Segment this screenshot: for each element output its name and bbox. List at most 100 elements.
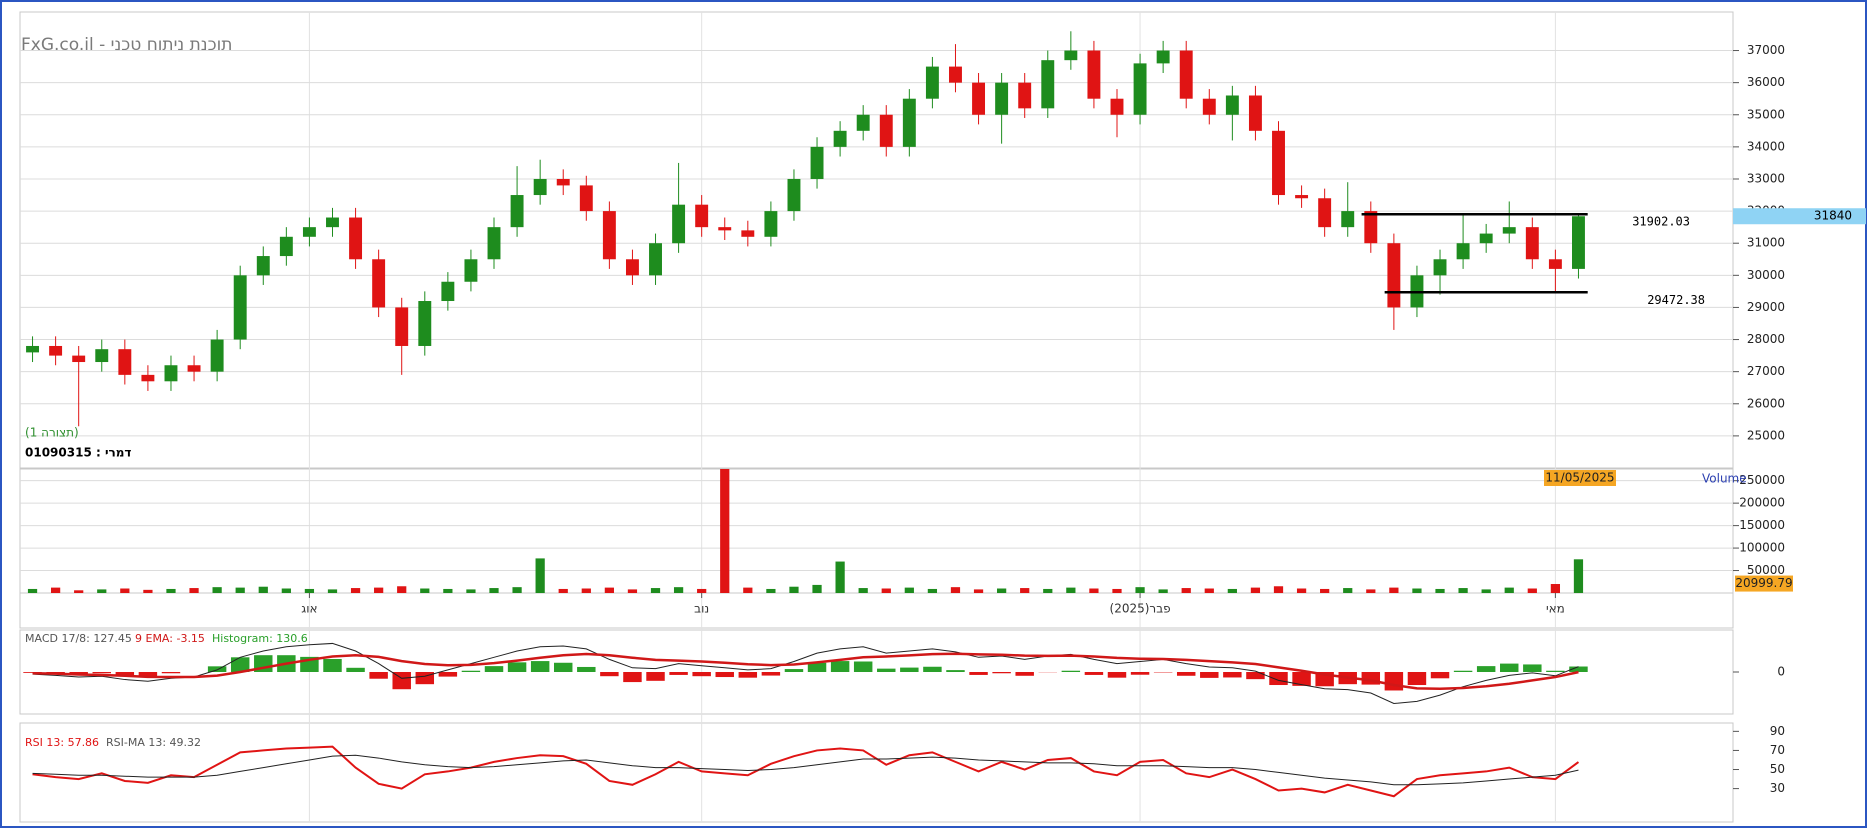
candle-body bbox=[626, 259, 639, 275]
histogram-bar bbox=[531, 661, 549, 672]
histogram-bar bbox=[739, 672, 757, 678]
candle-body bbox=[1249, 95, 1262, 130]
volume-bar bbox=[835, 562, 844, 593]
candle-body bbox=[1364, 211, 1377, 243]
volume-bar bbox=[97, 589, 106, 593]
histogram-bar bbox=[946, 670, 964, 672]
volume-bar bbox=[489, 588, 498, 593]
volume-bar bbox=[1435, 589, 1444, 593]
histogram-bar bbox=[1431, 672, 1449, 678]
histogram-bar bbox=[1223, 672, 1241, 677]
candle-body bbox=[1457, 243, 1470, 259]
volume-bar bbox=[997, 589, 1006, 593]
histogram-bar bbox=[1269, 672, 1287, 685]
volume-bar bbox=[536, 558, 545, 593]
candle-body bbox=[949, 67, 962, 83]
candle-body bbox=[1341, 211, 1354, 227]
y-tick-label: 100000 bbox=[1739, 541, 1785, 555]
histogram-bar bbox=[93, 672, 111, 673]
candle-body bbox=[903, 99, 916, 147]
histogram-bar bbox=[1200, 672, 1218, 678]
volume-bar bbox=[674, 587, 683, 593]
candle-body bbox=[1549, 259, 1562, 269]
candle-body bbox=[349, 218, 362, 260]
volume-bar bbox=[1066, 588, 1075, 593]
volume-bar bbox=[1112, 589, 1121, 593]
y-tick-label: 35000 bbox=[1747, 107, 1785, 121]
histogram-bar bbox=[600, 672, 618, 676]
candle-body bbox=[580, 185, 593, 211]
candle-body bbox=[972, 83, 985, 115]
histogram-bar bbox=[623, 672, 641, 682]
series-line bbox=[33, 747, 1579, 797]
volume-bar bbox=[51, 588, 60, 593]
candle-body bbox=[326, 218, 339, 228]
candle-body bbox=[1180, 51, 1193, 99]
volume-bar bbox=[1228, 589, 1237, 593]
histogram-bar bbox=[208, 666, 226, 672]
candle-body bbox=[788, 179, 801, 211]
volume-bar bbox=[305, 589, 314, 593]
histogram-bar bbox=[1085, 672, 1103, 675]
histogram-bar bbox=[323, 659, 341, 672]
candle-body bbox=[1387, 243, 1400, 307]
volume-bar bbox=[928, 589, 937, 593]
volume-bar bbox=[743, 588, 752, 593]
annotation: 01090315 : דמרי bbox=[25, 446, 131, 460]
histogram-bar bbox=[1477, 666, 1495, 672]
histogram-bar bbox=[439, 672, 457, 677]
candle-body bbox=[926, 67, 939, 99]
histogram-bar bbox=[762, 672, 780, 676]
volume-bar bbox=[720, 469, 729, 593]
volume-bar bbox=[582, 589, 591, 593]
candle-body bbox=[1134, 63, 1147, 114]
y-tick-label: 70 bbox=[1770, 743, 1785, 757]
y-tick-label: 37000 bbox=[1747, 43, 1785, 57]
candle-body bbox=[1226, 95, 1239, 114]
level-label: 29472.38 bbox=[1647, 293, 1705, 307]
legend-entry: Histogram: 130.6 bbox=[212, 632, 308, 645]
candle-body bbox=[811, 147, 824, 179]
candle-body bbox=[1295, 195, 1308, 198]
volume-bar bbox=[1482, 589, 1491, 593]
candle-body bbox=[764, 211, 777, 237]
volume-bar bbox=[859, 588, 868, 593]
volume-bar bbox=[1089, 589, 1098, 593]
histogram-bar bbox=[346, 668, 364, 672]
volume-bar bbox=[1297, 589, 1306, 593]
y-tick-label: 31000 bbox=[1747, 236, 1785, 250]
volume-bar bbox=[397, 586, 406, 593]
volume-bar bbox=[789, 587, 798, 593]
histogram-bar bbox=[1015, 672, 1033, 676]
histogram-bar bbox=[992, 672, 1010, 673]
candle-body bbox=[1064, 51, 1077, 61]
histogram-bar bbox=[162, 672, 180, 673]
legend-entry: MACD 17/8: 127.45 bbox=[25, 632, 132, 645]
candle-body bbox=[26, 346, 39, 352]
volume-bar bbox=[1043, 589, 1052, 593]
volume-bar bbox=[512, 587, 521, 593]
candle-body bbox=[1203, 99, 1216, 115]
histogram-bar bbox=[1385, 672, 1403, 690]
level-label: 31902.03 bbox=[1632, 215, 1690, 229]
candle-body bbox=[141, 375, 154, 381]
y-tick-label: 25000 bbox=[1747, 428, 1785, 442]
candle-body bbox=[1480, 234, 1493, 244]
panel-frame bbox=[20, 12, 1733, 468]
candle-body bbox=[303, 227, 316, 237]
histogram-bar bbox=[1408, 672, 1426, 685]
candle-body bbox=[1434, 259, 1447, 275]
candle-body bbox=[1111, 99, 1124, 115]
candle-body bbox=[1318, 198, 1331, 227]
x-tick-label: נוב bbox=[694, 602, 709, 616]
candle-body bbox=[1157, 51, 1170, 64]
legend-entry: 9 EMA: -3.15 bbox=[135, 632, 205, 645]
volume-bar bbox=[1135, 587, 1144, 593]
volume-bar bbox=[812, 585, 821, 593]
candle-body bbox=[857, 115, 870, 131]
volume-bar bbox=[1389, 588, 1398, 593]
volume-bar bbox=[1458, 588, 1467, 593]
volume-bar bbox=[905, 588, 914, 593]
